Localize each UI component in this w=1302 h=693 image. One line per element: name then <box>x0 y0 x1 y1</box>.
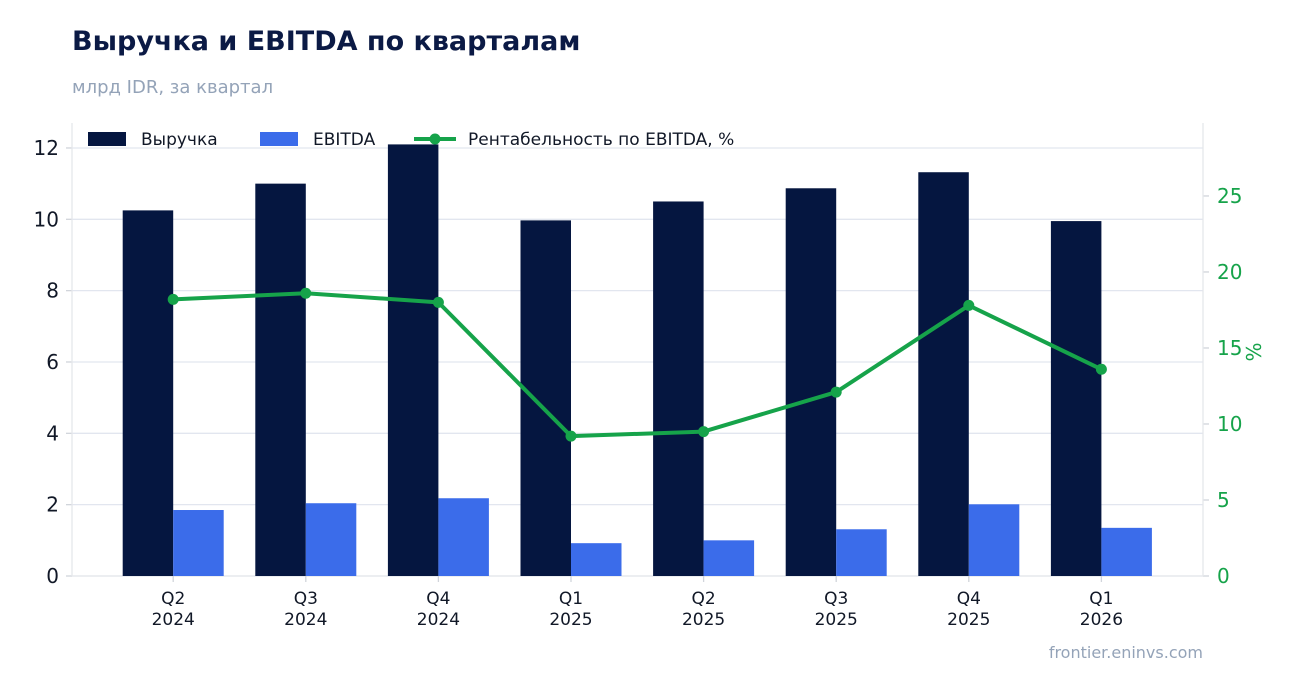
x-tick-label: Q2 2024 <box>152 589 195 630</box>
y-left-tick-label: 12 <box>34 136 59 160</box>
legend-label-margin: Рентабельность по EBITDA, % <box>468 130 734 150</box>
tick-labels: 0 2 4 6 8 10 12 0 5 10 15 20 25% Q2 2024 Q3 2024 Q4 2024 Q1… <box>34 136 1266 630</box>
margin-point <box>698 426 710 438</box>
legend-swatch-revenue <box>88 132 126 146</box>
bar-revenue <box>653 201 704 576</box>
margin-point <box>432 296 444 308</box>
bar-ebitda <box>438 498 489 576</box>
gridlines <box>72 147 1203 577</box>
margin-point <box>565 430 577 442</box>
bar-revenue <box>785 188 837 577</box>
y-right-tick-label: 5 <box>1217 488 1230 512</box>
y-left-tick-label: 0 <box>46 564 59 588</box>
bar-revenue <box>387 144 439 576</box>
legend-label-revenue: Выручка <box>141 130 218 150</box>
bar-ebitda <box>305 503 357 576</box>
bar-revenue <box>520 220 571 576</box>
x-tick-label: Q3 2024 <box>284 589 327 630</box>
legend-swatch-ebitda <box>260 132 298 146</box>
legend: Выручка EBITDA Рентабельность по EBITDA, % <box>88 130 734 150</box>
margin-point <box>167 293 179 305</box>
x-tick-label: Q1 2026 <box>1080 589 1123 630</box>
y-left-tick-label: 6 <box>46 350 59 374</box>
x-tick-label: Q3 2025 <box>815 589 858 630</box>
axes <box>66 123 1209 582</box>
margin-point <box>300 287 312 299</box>
bar-ebitda <box>1101 527 1152 576</box>
margin-point <box>1095 363 1107 375</box>
x-tick-label: Q2 2025 <box>682 589 725 630</box>
y-right-tick-label: 20 <box>1217 260 1242 284</box>
margin-point <box>830 386 842 398</box>
bar-ebitda <box>968 504 1020 576</box>
y-right-tick-label: 25 <box>1217 184 1242 208</box>
y-right-tick-label: 10 <box>1217 412 1242 436</box>
margin-point <box>963 299 975 311</box>
margin-series-line <box>171 291 1104 439</box>
chart-subtitle: млрд IDR, за квартал <box>72 77 274 98</box>
bar-ebitda <box>836 529 887 576</box>
legend-label-ebitda: EBITDA <box>313 130 376 150</box>
bar-ebitda <box>703 540 755 576</box>
legend-marker-margin <box>429 133 441 145</box>
y-right-axis-label: % <box>1242 342 1266 361</box>
x-tick-label: Q4 2024 <box>417 589 460 630</box>
bar-revenue <box>918 172 969 576</box>
y-left-tick-label: 8 <box>46 279 59 303</box>
source-credit: frontier.eninvs.com <box>1048 643 1203 662</box>
y-left-tick-label: 10 <box>34 207 59 231</box>
bar-ebitda <box>173 510 224 576</box>
bars <box>122 144 1152 577</box>
y-right-tick-label: 0 <box>1217 564 1230 588</box>
margin-line <box>167 287 1107 442</box>
bar-revenue <box>122 210 174 576</box>
chart-title: Выручка и EBITDA по кварталам <box>72 26 581 57</box>
x-tick-label: Q1 2025 <box>549 589 592 630</box>
bar-revenue <box>1050 221 1102 576</box>
x-tick-label: Q4 2025 <box>947 589 990 630</box>
y-left-tick-label: 2 <box>46 493 59 517</box>
bar-ebitda <box>571 543 622 576</box>
y-left-tick-label: 4 <box>46 421 59 445</box>
bar-revenue <box>255 183 306 576</box>
y-right-tick-label: 15 <box>1217 336 1242 360</box>
